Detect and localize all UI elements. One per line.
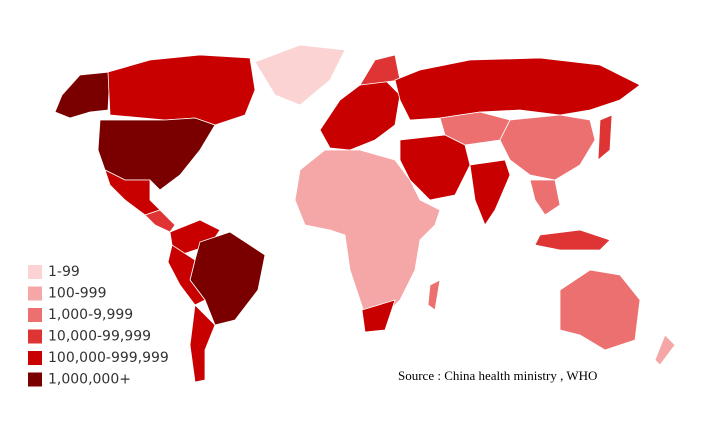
greenland (254, 44, 346, 106)
russia (394, 57, 641, 121)
central-america (144, 209, 176, 233)
canada (107, 54, 256, 126)
peru-bolivia (167, 244, 206, 306)
africa (294, 149, 441, 321)
madagascar (427, 279, 441, 311)
australia (559, 269, 641, 351)
source-note: Source : China health ministry , WHO (398, 368, 597, 383)
alaska (54, 71, 111, 119)
usa (97, 117, 216, 191)
south-africa (361, 299, 396, 333)
southeast-asia (529, 179, 561, 216)
argentina-chile (189, 304, 216, 383)
india (469, 159, 511, 226)
legend-swatch (28, 329, 42, 344)
legend-label: 100-999 (48, 286, 107, 302)
japan (597, 114, 613, 161)
europe (319, 79, 401, 151)
indonesia (534, 229, 611, 251)
china (499, 114, 596, 181)
legend-swatch (28, 351, 42, 365)
new-zealand (654, 334, 676, 366)
legend-swatch (28, 265, 42, 279)
scandinavia (359, 54, 401, 86)
legend-swatch (28, 308, 42, 322)
middle-east (399, 134, 471, 201)
legend-label: 10,000-99,999 (48, 329, 151, 345)
legend-swatch (28, 286, 42, 301)
countries (54, 44, 676, 383)
legend-label: 1,000-9,999 (48, 307, 133, 323)
legend-label: 1-99 (48, 264, 80, 280)
legend-label: 1,000,000+ (48, 372, 131, 388)
legend-swatch (28, 372, 42, 387)
legend-label: 100,000-999,999 (48, 350, 169, 366)
